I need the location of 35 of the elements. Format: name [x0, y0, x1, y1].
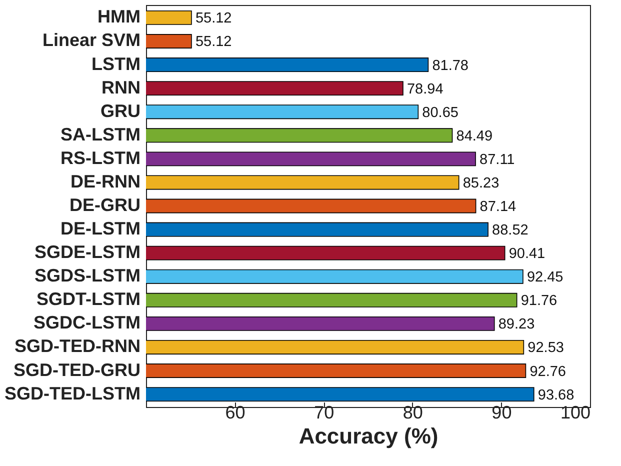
- data-label: 88.52: [492, 222, 528, 239]
- y-tick-label: DE-RNN: [70, 171, 140, 192]
- y-tick-label: SGDT-LSTM: [36, 289, 140, 310]
- y-tick-label: RS-LSTM: [60, 148, 140, 168]
- y-tick-label: RNN: [102, 77, 140, 98]
- data-label: 92.53: [528, 340, 564, 356]
- data-label: 87.14: [480, 199, 516, 215]
- data-label: 91.76: [520, 293, 558, 310]
- y-tick-label: HMM: [98, 6, 140, 27]
- y-tick-label: GRU: [100, 100, 140, 121]
- data-label: 92.76: [530, 364, 566, 380]
- data-label: 89.23: [498, 316, 535, 333]
- y-tick-label: DE-LSTM: [60, 218, 140, 239]
- data-label: 87.11: [480, 152, 515, 168]
- y-tick-label: SA-LSTM: [60, 124, 140, 144]
- data-label: 90.41: [508, 246, 546, 262]
- data-label: 81.78: [432, 58, 469, 74]
- data-label: 78.94: [406, 81, 444, 98]
- y-tick-label: LSTM: [92, 54, 140, 74]
- y-tick-label: DE-GRU: [70, 195, 140, 215]
- data-label: 84.49: [456, 128, 493, 144]
- y-tick-label: SGDE-LSTM: [34, 242, 140, 262]
- data-label: 93.68: [538, 387, 574, 404]
- y-tick-label: SGDC-LSTM: [34, 312, 140, 333]
- data-label: 55.12: [195, 34, 232, 50]
- x-axis-title: Accuracy (%): [298, 424, 438, 448]
- y-tick-label: SGDS-LSTM: [34, 266, 140, 286]
- y-tick-label: Linear SVM: [42, 30, 140, 50]
- data-label: 80.65: [422, 104, 458, 121]
- y-tick-label: SGD-TED-RNN: [14, 336, 140, 356]
- data-label: 55.12: [195, 10, 232, 27]
- data-label: 85.23: [462, 175, 500, 192]
- y-tick-label: SGD-TED-GRU: [14, 360, 140, 380]
- y-tick-label: SGD-TED-LSTM: [4, 383, 140, 404]
- data-label: 92.45: [526, 270, 564, 286]
